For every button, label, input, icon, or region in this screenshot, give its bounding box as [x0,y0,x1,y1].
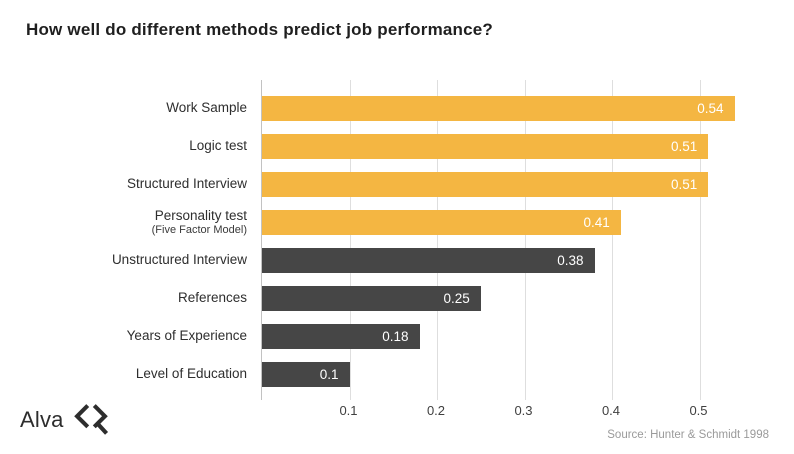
category-label: Logic test [0,138,262,154]
plot-area [261,80,787,400]
gridline-0.5 [699,80,701,400]
bar-track: 0.25 [262,285,787,311]
gridline-0.2 [437,80,438,400]
x-tick-label: 0.3 [514,403,533,418]
bar: 0.25 [262,285,481,311]
category-label-text: Work Sample [166,100,247,115]
bar-track: 0.51 [262,171,787,197]
category-label-text: Level of Education [135,366,247,381]
category-label-text: Years of Experience [126,328,247,343]
bar-value-label: 0.38 [557,252,584,268]
category-label: Structured Interview [0,176,262,192]
bar: 0.1 [262,361,350,387]
chart-title: How well do different methods predict jo… [26,20,494,39]
bar-row: Work Sample 0.54 [0,89,794,127]
gridline-0.3 [524,80,526,400]
category-label-text: Personality test [154,207,247,223]
bar-value-label: 0.54 [697,100,724,116]
category-label: Level of Education [0,366,262,382]
category-label-text: References [177,290,247,305]
category-label: Years of Experience [0,328,262,344]
gridline-0.1 [349,80,351,400]
x-tick-label: 0.5 [689,403,708,418]
gridline-0.4 [612,80,613,400]
bar-track: 0.54 [262,95,787,121]
category-label-text: Unstructured Interview [111,252,247,267]
category-label: Personality test (Five Factor Model) [0,208,262,237]
bar-value-label: 0.18 [382,328,409,344]
bar-value-label: 0.25 [443,290,470,306]
bar: 0.18 [262,323,420,349]
bar-track: 0.41 [262,209,787,235]
bar-value-label: 0.41 [583,214,610,230]
brand-logo-icon [73,402,109,437]
x-tick-label: 0.4 [601,403,621,418]
bar-value-label: 0.1 [319,366,339,382]
brand-logo: Alva [20,402,109,437]
category-label: References [0,290,262,306]
bar-row: Unstructured Interview 0.38 [0,241,794,279]
bar-row: Level of Education 0.1 [0,355,794,393]
bar-row: Years of Experience 0.18 [0,317,794,355]
category-label-text: Logic test [189,138,247,153]
source-citation: Source: Hunter & Schmidt 1998 [607,429,769,441]
category-label: Unstructured Interview [0,252,262,268]
category-label-text: Structured Interview [126,176,247,191]
bar: 0.41 [262,209,621,235]
bar-track: 0.51 [262,133,787,159]
bar: 0.51 [262,171,709,197]
category-label: Work Sample [0,100,262,116]
bar-row: References 0.25 [0,279,794,317]
bar: 0.51 [262,133,709,159]
bar: 0.38 [262,247,595,273]
category-sublabel-text: (Five Factor Model) [151,223,247,236]
bar-value-label: 0.51 [670,138,698,154]
bar-value-label: 0.51 [670,176,698,192]
bar: 0.54 [262,95,735,121]
bar-row: Structured Interview 0.51 [0,165,794,203]
bar-rows: Work Sample 0.54 Logic test 0.51 Structured … [0,80,794,393]
bar-track: 0.1 [262,361,787,387]
x-tick-label: 0.1 [339,403,358,418]
x-tick-label: 0.2 [426,403,446,418]
bar-track: 0.38 [262,247,787,273]
bar-track: 0.18 [262,323,787,349]
bar-row: Personality test (Five Factor Model) 0.41 [0,203,794,241]
brand-logo-text: Alva [20,406,64,432]
bar-row: Logic test 0.51 [0,127,794,165]
